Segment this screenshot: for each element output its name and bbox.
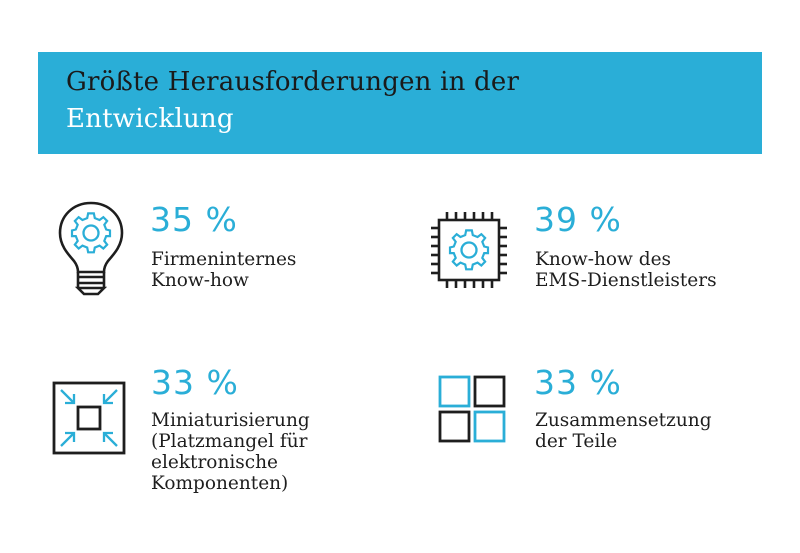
stat-description: Know-how des EMS-Dienstleisters <box>535 249 717 291</box>
stat-description: Miniaturisierung (Platzmangel für elektr… <box>151 410 310 494</box>
stat-percent: 39 % <box>534 200 622 239</box>
title-line-2: Entwicklung <box>66 104 234 134</box>
grid-squares-icon <box>438 375 506 443</box>
stat-percent: 33 % <box>534 363 622 402</box>
chip-gear-icon <box>431 212 507 288</box>
lightbulb-gear-icon <box>58 201 124 296</box>
title-banner: Größte Herausforderungen in der Entwickl… <box>38 52 762 154</box>
stat-description: Zusammensetzung der Teile <box>535 410 712 452</box>
stat-percent: 35 % <box>150 200 238 239</box>
stat-description: Firmeninternes Know-how <box>151 249 297 291</box>
miniaturization-icon <box>52 381 126 455</box>
stat-percent: 33 % <box>151 363 239 402</box>
title-line-1: Größte Herausforderungen in der <box>66 67 520 97</box>
